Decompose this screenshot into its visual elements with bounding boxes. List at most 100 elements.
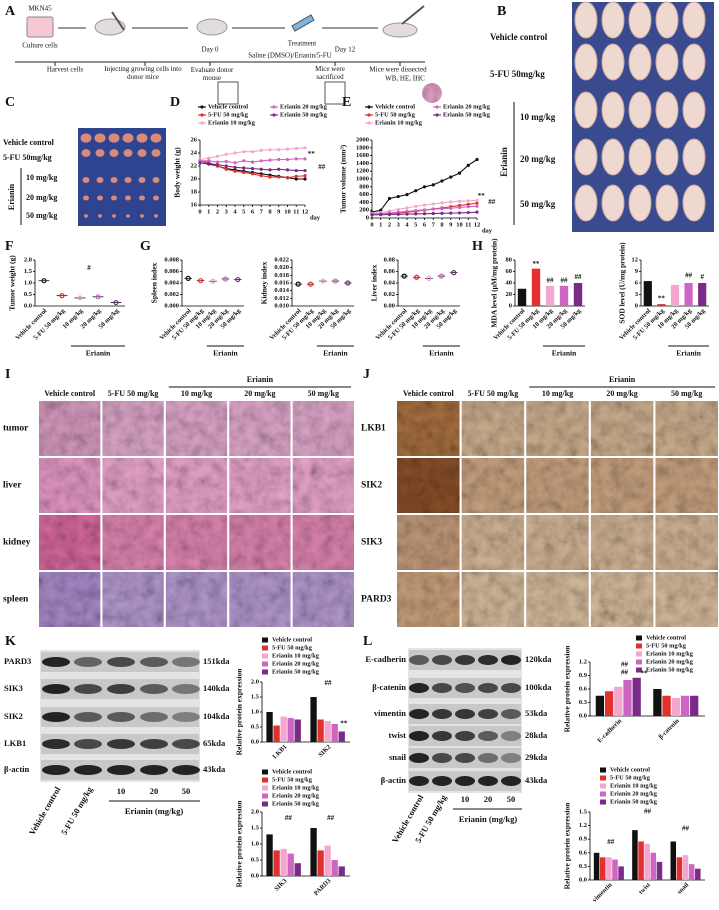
legend-label: Erianin 10 mg/kg (375, 119, 423, 126)
legend-label: Erianin 10 mg/kg (272, 652, 320, 659)
band (42, 657, 70, 667)
x-tick-label: snail (676, 881, 690, 895)
panel-letter: J (363, 367, 370, 382)
legend-label: 5-FU 50 mg/kg (610, 774, 651, 781)
y-tick-label: 1.2 (579, 822, 587, 829)
bar (688, 864, 695, 880)
y-tick-label: 0.0 (579, 712, 587, 719)
band (42, 684, 70, 694)
x-tick-label: 12 (302, 208, 309, 215)
bar (682, 855, 689, 880)
y-axis-label: Liver index (370, 264, 379, 301)
point (387, 196, 392, 201)
y-tick-label: 16 (191, 201, 198, 208)
point (285, 157, 290, 162)
point (466, 163, 470, 167)
band (140, 657, 168, 667)
group-label: Erianin (86, 349, 111, 358)
legend-swatch (367, 113, 371, 117)
dot (113, 299, 119, 306)
tumor (126, 214, 130, 218)
micrograph (165, 572, 228, 627)
tumor (97, 195, 103, 201)
y-tick-label: 0.0 (251, 872, 259, 879)
column-label: 10 mg/kg (542, 389, 573, 398)
point (466, 210, 470, 215)
point (224, 167, 228, 171)
lane-label: Vehicle control (27, 784, 63, 836)
legend-swatch (272, 113, 276, 117)
y-tick-label: 600 (359, 191, 369, 198)
band (172, 657, 200, 667)
x-tick-label: 9 (277, 208, 281, 215)
y-tick-label: 0.00 (384, 302, 395, 309)
dot (332, 278, 338, 284)
legend-label: 5-FU 50 mg/kg (208, 111, 249, 118)
panel-letter: A (5, 4, 16, 19)
y-tick-label: 24 (191, 149, 198, 156)
band (455, 683, 475, 693)
band (432, 776, 452, 786)
point (449, 211, 453, 215)
legend-swatch (272, 105, 276, 109)
size-label: 120kda (525, 654, 552, 664)
y-tick-label: 0.5 (251, 723, 260, 730)
band (172, 684, 200, 694)
mouse (601, 138, 625, 176)
bar (632, 677, 641, 716)
band (42, 712, 70, 722)
annotation: # (700, 273, 704, 281)
legend-swatch (636, 635, 642, 641)
y-tick-label: 2.0 (24, 256, 32, 263)
legend-label: Vehicle control (272, 636, 312, 643)
point (405, 206, 409, 210)
mouse (682, 43, 706, 81)
y-tick-label: 1200 (356, 168, 369, 175)
point (440, 207, 444, 211)
y-tick-label: 1600 (356, 152, 369, 159)
point (233, 161, 237, 165)
point (242, 166, 246, 170)
mouse (655, 43, 679, 81)
annotation: ## (621, 668, 629, 676)
x-tick-label: 10 (456, 221, 463, 228)
micrograph (165, 401, 228, 456)
bar (287, 718, 294, 742)
point (233, 151, 237, 155)
y-tick-label: 40 (506, 279, 513, 286)
micrograph (229, 458, 291, 513)
point (285, 147, 290, 151)
x-tick-label: 11 (293, 208, 299, 215)
band (478, 753, 498, 763)
y-tick-label: 0.9 (579, 836, 588, 843)
point (224, 152, 228, 156)
micrograph (526, 572, 589, 627)
bar (266, 834, 273, 876)
bar (338, 866, 345, 876)
mouse (628, 138, 652, 176)
point (303, 168, 307, 173)
y-axis-label: Tumor weight (g) (8, 255, 17, 311)
bar (650, 852, 657, 880)
point (294, 174, 298, 178)
protein-label: SIK2 (4, 711, 23, 721)
point (431, 202, 435, 206)
legend-swatch (200, 121, 204, 125)
tumor (98, 214, 102, 218)
point (475, 157, 479, 162)
sacrificed-label: Mice were sacrificed (315, 65, 345, 81)
x-tick-label: 10 (284, 208, 291, 215)
point (303, 177, 307, 181)
tumor (82, 177, 90, 183)
mouse (628, 91, 652, 129)
band (432, 683, 452, 693)
y-tick-label: 1.0 (251, 840, 259, 847)
bar (545, 285, 555, 306)
legend-label: Vehicle control (272, 768, 312, 775)
evaluate-label: Evaluate donor mouse (190, 66, 234, 82)
band (478, 731, 498, 741)
x-tick-label: 5 (414, 221, 418, 228)
point (268, 148, 272, 152)
y-tick-label: 9 (635, 268, 639, 275)
